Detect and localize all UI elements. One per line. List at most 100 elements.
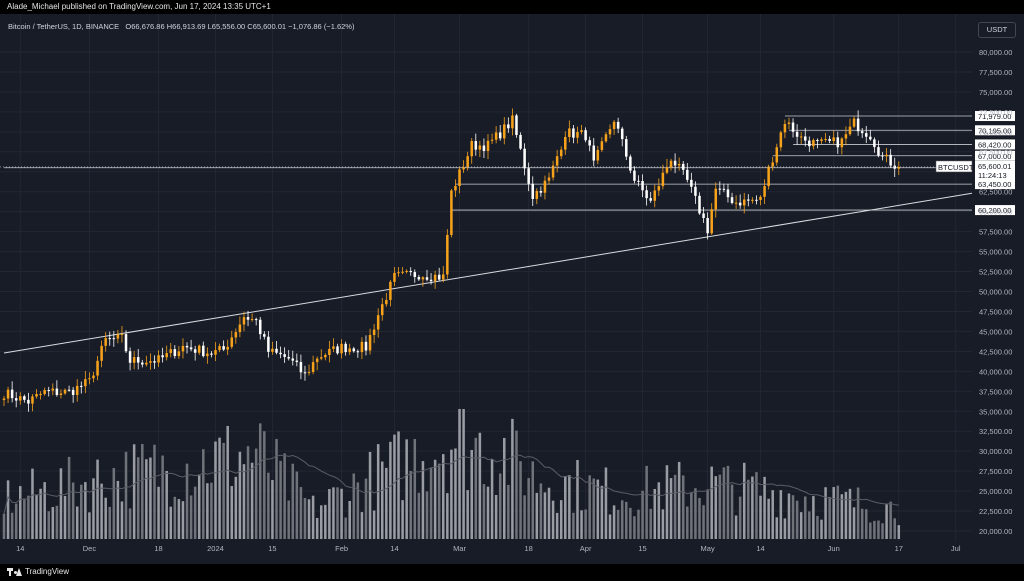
last-price-label: 65,600.01 (978, 162, 1011, 171)
time-tick-label: 14 (16, 544, 24, 553)
volume-bar (588, 475, 591, 539)
volume-bar (328, 489, 331, 539)
candle-body (88, 378, 91, 380)
volume-bars (2, 409, 901, 539)
candle-body (490, 139, 494, 141)
volume-bar (730, 484, 734, 539)
volume-bar (222, 442, 225, 539)
candle-body (437, 274, 441, 280)
volume-bar (824, 487, 827, 539)
volume-bar (828, 496, 831, 539)
candle-body (59, 393, 63, 395)
price-tick-label: 75,000.00 (979, 88, 1012, 97)
time-tick-label: 2024 (207, 544, 224, 553)
candle-body (511, 115, 514, 129)
volume-bar (385, 467, 388, 539)
candle-body (539, 190, 543, 193)
volume-bar (877, 520, 880, 539)
volume-bar (149, 457, 152, 539)
volume-bar (799, 512, 803, 539)
price-tick-label: 60,000.00 (979, 208, 1012, 217)
symbol-info: Bitcoin / TetherUS, 1D, BINANCE O66,676.… (8, 22, 354, 31)
time-tick-label: 14 (390, 544, 398, 553)
candle-body (185, 345, 189, 348)
candle-body (470, 140, 473, 157)
volume-bar (576, 460, 579, 539)
volume-bar (450, 449, 453, 539)
volume-bar (319, 505, 323, 539)
volume-bar (63, 496, 67, 539)
candle-body (14, 398, 18, 401)
candle-body (812, 139, 815, 147)
candle-body (482, 145, 486, 151)
candle-body (747, 199, 750, 201)
volume-bar (698, 497, 701, 539)
candle-body (645, 190, 648, 199)
price-chart[interactable]: 71,979.00 70,195.00 68,420.00 67,000.00 65,5… (0, 0, 1024, 564)
volume-bar (873, 520, 876, 539)
candle-body (364, 341, 368, 351)
volume-bar (128, 508, 132, 539)
volume-bar (454, 448, 457, 539)
level-label: 71,979.00 (978, 112, 1011, 121)
candle-body (869, 136, 872, 140)
candle-body (568, 128, 571, 137)
candle-body (803, 136, 807, 141)
close-label: C (247, 22, 253, 31)
volume-bar (669, 478, 673, 539)
candle-body (564, 136, 567, 150)
volume-bar (897, 525, 901, 539)
candle-body (767, 166, 770, 187)
footer-bar (0, 564, 1024, 581)
volume-bar (864, 509, 868, 539)
volume-bar (189, 495, 193, 539)
volume-bar (389, 441, 392, 539)
volume-bar (279, 460, 282, 539)
candle-body (873, 139, 876, 148)
volume-bar (734, 515, 738, 539)
candle-body (319, 357, 323, 359)
candle-body (238, 324, 242, 333)
volume-bar (23, 498, 26, 539)
volume-bar (661, 509, 665, 539)
volume-bar (67, 456, 71, 539)
candle-body (722, 188, 726, 190)
tradingview-logo[interactable]: TradingView (7, 566, 69, 578)
candle-body (71, 389, 75, 396)
candle-body (360, 341, 364, 353)
candle-body (425, 277, 429, 280)
volume-bar (2, 513, 6, 539)
volume-bar (844, 491, 848, 539)
candle-body (458, 169, 461, 187)
volume-bar (694, 488, 697, 539)
volume-bar (856, 487, 860, 539)
volume-bar (779, 490, 783, 539)
volume-bar (348, 501, 351, 539)
volume-bar (380, 461, 384, 539)
candle-body (2, 398, 6, 400)
candle-body (775, 147, 779, 163)
price-tick-label: 52,500.00 (979, 268, 1012, 277)
candle-body (547, 177, 551, 181)
symbol-tag: BTCUSDT (938, 163, 974, 172)
candle-body (527, 168, 530, 184)
candle-body (246, 317, 250, 320)
candle-body (31, 396, 34, 404)
candle-body (116, 334, 120, 339)
volume-bar (238, 451, 242, 539)
volume-bar (889, 501, 892, 539)
symbol-tag-bg (935, 160, 973, 173)
volume-bar (340, 488, 343, 539)
volume-bar (848, 488, 852, 539)
volume-bar (726, 465, 730, 539)
volume-bar (218, 437, 221, 539)
currency-button[interactable]: USDT (978, 22, 1016, 38)
candle-body (39, 394, 42, 396)
candle-body (836, 137, 840, 148)
volume-bar (352, 473, 356, 539)
price-tick-label: 45,000.00 (979, 327, 1012, 336)
candle-body (405, 270, 408, 272)
price-tick-label: 42,500.00 (979, 347, 1012, 356)
candle-body (694, 186, 697, 196)
price-tick-label: 62,500.00 (979, 188, 1012, 197)
